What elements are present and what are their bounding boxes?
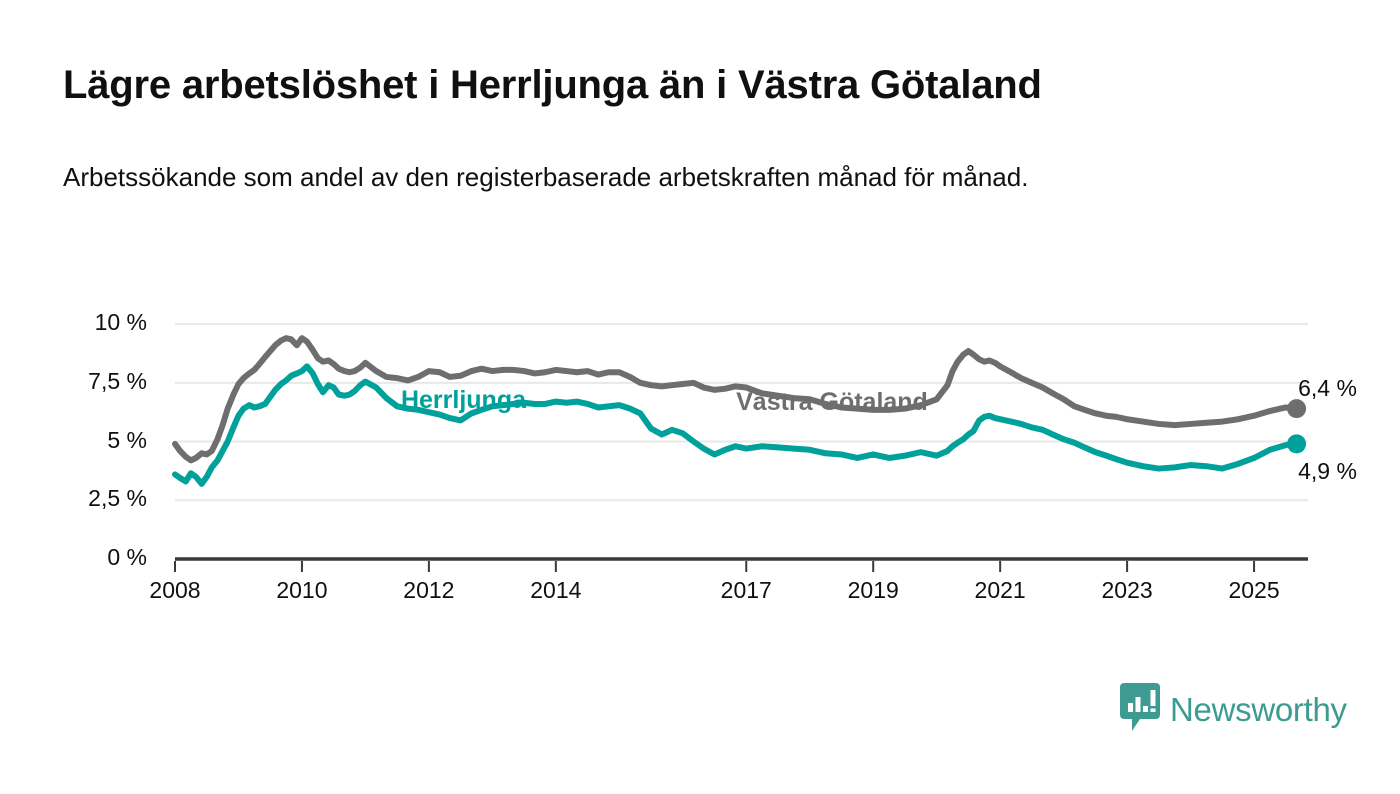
x-axis-tick-label: 2017 [720, 577, 772, 603]
x-axis-tick-label: 2014 [530, 577, 582, 603]
y-axis-tick-label: 5 % [107, 426, 147, 453]
bar-chart-speech-bubble-icon [1120, 683, 1160, 736]
series-endpoint-2 [1287, 434, 1307, 454]
x-axis-tick-label: 2012 [403, 577, 455, 603]
x-axis-tick-label: 2010 [276, 577, 328, 603]
y-axis-tick-label: 7,5 % [88, 367, 147, 394]
page-subtitle: Arbetssökande som andel av den registerb… [63, 162, 1029, 192]
y-axis-tick-label: 2,5 % [88, 485, 147, 512]
logo-wordmark: Newsworthy [1170, 690, 1347, 728]
page-title: Lägre arbetslöshet i Herrljunga än i Väs… [63, 63, 1042, 107]
x-axis-tick-label: 2025 [1228, 577, 1280, 603]
x-axis-tick-label: 2008 [149, 577, 201, 603]
series-name-label: Herrljunga [400, 385, 526, 414]
newsworthy-logo[interactable]: Newsworthy [1120, 683, 1347, 736]
series-end-value-label: 6,4 % [1298, 374, 1357, 401]
y-axis-tick-label: 0 % [107, 544, 147, 570]
x-axis-tick-label: 2019 [847, 577, 899, 603]
x-axis-tick-label: 2023 [1101, 577, 1153, 603]
x-axis-tick-label: 2021 [974, 577, 1026, 603]
series-end-value-label: 4,9 % [1298, 457, 1357, 484]
y-axis-tick-label: 10 % [94, 309, 147, 336]
series-endpoint-1 [1287, 399, 1307, 419]
series-name-label: Västra Götaland [736, 387, 928, 416]
series-line-2 [172, 363, 1300, 487]
series-line-1 [172, 335, 1300, 464]
